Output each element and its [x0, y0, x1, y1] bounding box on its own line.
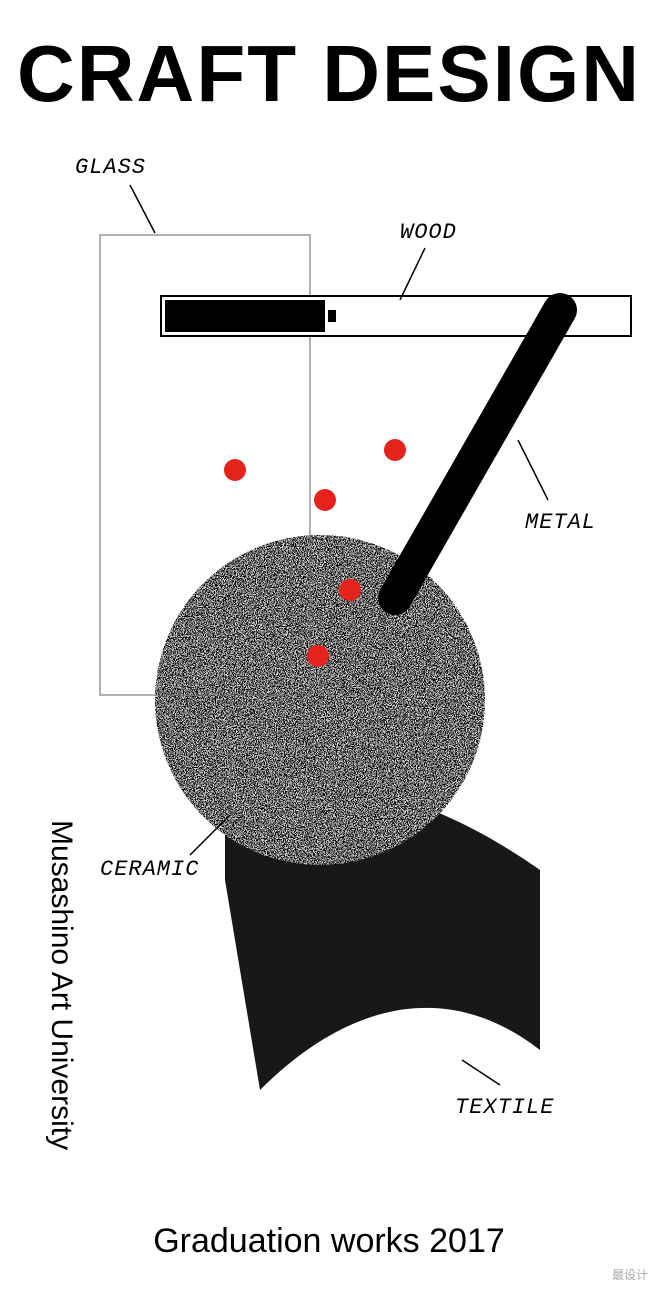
metal-rod: [380, 302, 575, 607]
red-dot: [339, 579, 361, 601]
metal-rod-cap: [378, 581, 412, 615]
watermark: 最设计: [612, 1266, 648, 1283]
poster-canvas: [0, 0, 658, 1289]
red-dot: [314, 489, 336, 511]
ceramic-circle: [155, 535, 485, 865]
red-dot: [384, 439, 406, 461]
pointer-line: [462, 1060, 500, 1085]
metal-rod-cap: [543, 293, 577, 327]
red-dot: [307, 645, 329, 667]
red-dot: [224, 459, 246, 481]
pointer-line: [518, 440, 548, 500]
wood-bar-fill: [165, 300, 325, 332]
pointer-line: [400, 248, 425, 300]
wood-bar-notch: [328, 310, 336, 322]
pointer-line: [130, 185, 155, 233]
